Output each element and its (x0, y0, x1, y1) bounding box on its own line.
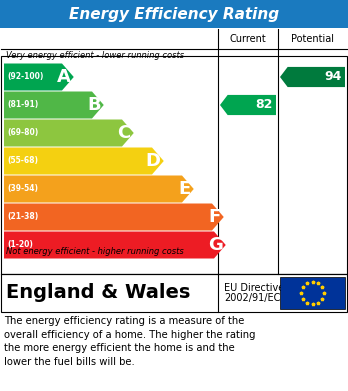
Polygon shape (4, 203, 224, 231)
Text: (21-38): (21-38) (7, 212, 38, 221)
Text: B: B (87, 96, 101, 114)
Text: 2002/91/EC: 2002/91/EC (224, 293, 280, 303)
Text: (81-91): (81-91) (7, 100, 38, 109)
Polygon shape (220, 95, 276, 115)
Bar (0, 0, 348, 28)
Text: (55-68): (55-68) (7, 156, 38, 165)
Bar (1, 274, 347, 312)
Bar (1, 56, 347, 274)
Text: (92-100): (92-100) (7, 72, 44, 81)
Polygon shape (4, 147, 164, 174)
Polygon shape (4, 176, 194, 203)
Polygon shape (280, 67, 345, 87)
Text: 82: 82 (256, 99, 273, 111)
Text: Potential: Potential (291, 34, 334, 44)
Polygon shape (4, 91, 104, 118)
Text: The energy efficiency rating is a measure of the
overall efficiency of a home. T: The energy efficiency rating is a measur… (4, 316, 255, 367)
Bar (280, 277, 345, 309)
Text: E: E (179, 180, 191, 198)
Text: EU Directive: EU Directive (224, 283, 284, 293)
Text: England & Wales: England & Wales (6, 283, 190, 303)
Text: D: D (146, 152, 161, 170)
Text: (69-80): (69-80) (7, 129, 38, 138)
Text: Current: Current (230, 34, 266, 44)
Polygon shape (4, 231, 226, 258)
Text: Not energy efficient - higher running costs: Not energy efficient - higher running co… (6, 247, 184, 256)
Text: C: C (118, 124, 131, 142)
Text: Very energy efficient - lower running costs: Very energy efficient - lower running co… (6, 51, 184, 60)
Text: G: G (208, 236, 223, 254)
Text: A: A (57, 68, 71, 86)
Polygon shape (4, 120, 134, 147)
Polygon shape (4, 63, 74, 90)
Text: Energy Efficiency Rating: Energy Efficiency Rating (69, 7, 279, 22)
Text: (39-54): (39-54) (7, 185, 38, 194)
Text: (1-20): (1-20) (7, 240, 33, 249)
Text: 94: 94 (325, 70, 342, 84)
Text: F: F (208, 208, 221, 226)
